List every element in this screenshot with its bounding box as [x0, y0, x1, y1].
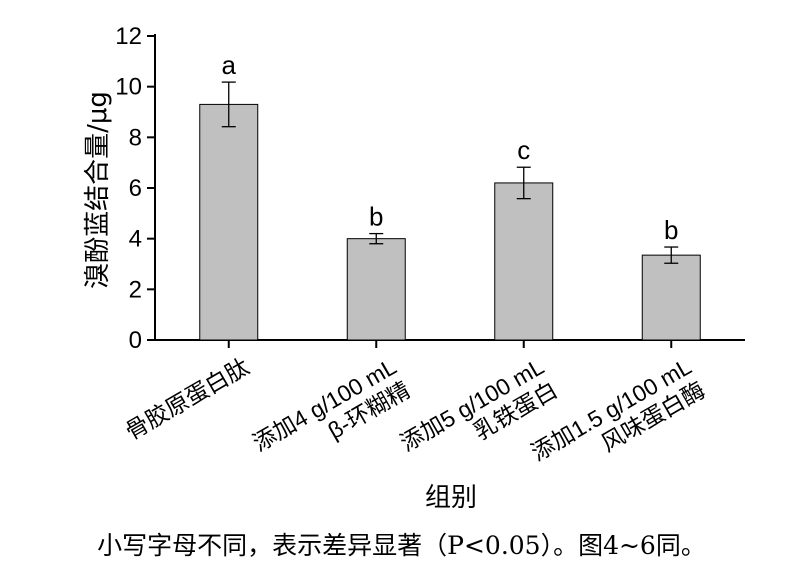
significance-label: c [517, 135, 530, 165]
bar [346, 238, 406, 341]
figure-caption: 小写字母不同，表示差异显著（P<0.05）。图4~6同。 [97, 531, 706, 560]
bars [199, 81, 701, 341]
bar [494, 182, 554, 341]
x-axis-title: 组别 [425, 483, 477, 513]
y-tick-label: 10 [115, 74, 142, 101]
y-tick-label: 4 [129, 226, 142, 253]
significance-label: b [369, 202, 383, 232]
significance-label: b [664, 215, 678, 245]
bar [199, 103, 259, 341]
y-tick-label: 0 [129, 327, 142, 354]
x-tick-label: 骨胶原蛋白肽 [121, 353, 254, 445]
y-tick-label: 6 [129, 175, 142, 202]
y-tick-label: 8 [129, 124, 142, 151]
y-tick-label: 2 [129, 276, 142, 303]
x-tick-label-line: 骨胶原蛋白肽 [121, 353, 254, 445]
x-tick-label: 添加4 g/100 mLβ-环糊精 [248, 353, 414, 456]
significance-label: a [222, 50, 237, 80]
y-axis-title: 溴酚蓝结合量/μg [83, 91, 113, 289]
bar [641, 254, 701, 341]
y-tick-label: 12 [115, 23, 142, 50]
